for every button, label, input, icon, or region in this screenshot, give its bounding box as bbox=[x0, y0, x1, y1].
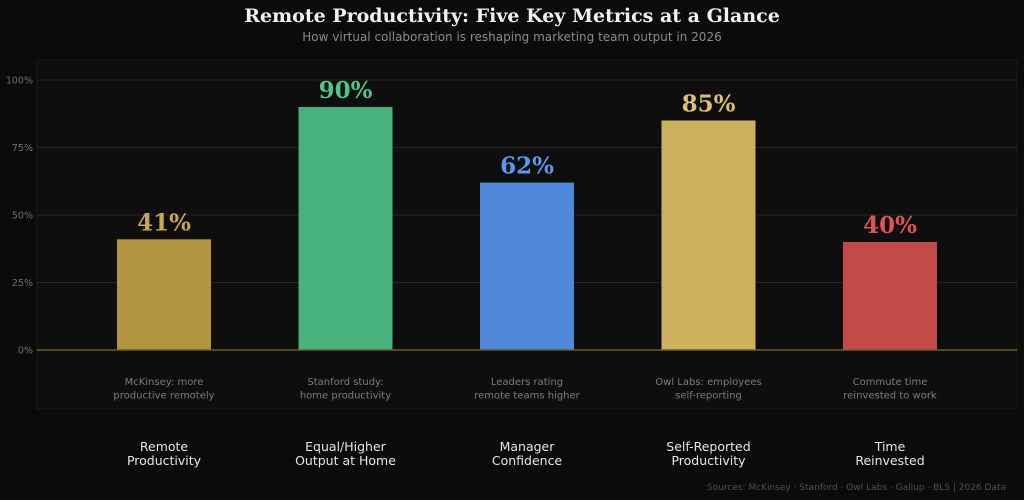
source-note: Sources: McKinsey · Stanford · Owl Labs … bbox=[707, 483, 1006, 493]
bar-note: Owl Labs: employees self-reporting bbox=[655, 377, 761, 402]
y-axis-ticks: 0% 25% 50% 75% 100% bbox=[6, 76, 33, 357]
y-tick-label: 25% bbox=[12, 278, 33, 289]
y-tick-label: 75% bbox=[12, 143, 33, 154]
bar-value-label: 62% bbox=[500, 153, 554, 180]
bar-note: Stanford study: home productivity bbox=[300, 377, 391, 402]
bar bbox=[843, 242, 937, 350]
y-tick-label: 0% bbox=[18, 346, 33, 357]
bar-note: Commute time reinvested to work bbox=[843, 377, 937, 402]
bar-value-label: 85% bbox=[682, 91, 736, 118]
category-label: Manager Confidence bbox=[492, 439, 563, 468]
category-label: Time Reinvested bbox=[855, 439, 924, 468]
bar-value-label: 40% bbox=[863, 212, 917, 239]
chart-subtitle: How virtual collaboration is reshaping m… bbox=[302, 30, 721, 44]
bar bbox=[661, 120, 756, 350]
bar-value-label: 90% bbox=[319, 77, 373, 104]
bar-value-label: 41% bbox=[137, 209, 191, 236]
bar-labels: 41% 90% 62% 85% 40% bbox=[137, 77, 917, 239]
bar bbox=[480, 182, 574, 350]
category-label: Remote Productivity bbox=[127, 439, 202, 468]
bar-note: McKinsey: more productive remotely bbox=[113, 377, 214, 402]
bars bbox=[117, 107, 937, 350]
bar-note: Leaders rating remote teams higher bbox=[474, 377, 580, 402]
bar-notes: McKinsey: more productive remotely Stanfor… bbox=[113, 377, 937, 402]
category-label: Self-Reported Productivity bbox=[666, 439, 750, 468]
category-label: Equal/Higher Output at Home bbox=[295, 439, 396, 468]
y-tick-label: 100% bbox=[6, 76, 33, 87]
y-tick-label: 50% bbox=[12, 211, 33, 222]
chart-title: Remote Productivity: Five Key Metrics at… bbox=[244, 5, 780, 27]
category-labels: Remote Productivity Equal/Higher Output at … bbox=[127, 439, 925, 468]
bar bbox=[298, 107, 393, 350]
bar bbox=[117, 239, 211, 350]
